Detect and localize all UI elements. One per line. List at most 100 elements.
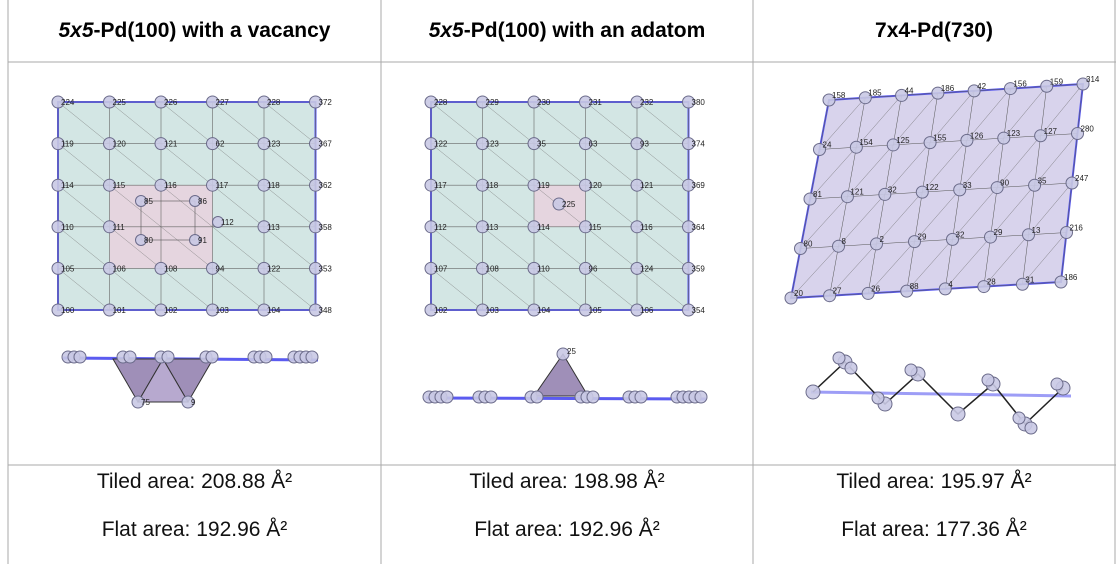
atom: [527, 178, 541, 192]
diagonal-line: [482, 268, 535, 311]
atom-label: 25: [567, 347, 576, 356]
footer-col-2: Tiled area: 198.98 Å² Flat area: 192.96 …: [381, 465, 753, 564]
atom-label: 224: [61, 98, 75, 107]
diagonal-line: [263, 268, 316, 311]
atom-label: 155: [933, 134, 947, 143]
atom-label: 96: [589, 264, 598, 273]
diagonal-line: [212, 185, 265, 227]
atom: [1050, 377, 1064, 391]
atom-label: 126: [970, 131, 984, 140]
atom-label: 113: [267, 223, 280, 232]
atom-label: 29: [994, 228, 1003, 237]
atom-label: 13: [1032, 226, 1041, 235]
atom: [131, 395, 145, 409]
atom-label: 154: [859, 138, 873, 147]
atom: [823, 289, 837, 303]
atom: [878, 187, 892, 201]
diagonal-line: [109, 101, 162, 144]
diagonal-line: [585, 101, 638, 144]
vacancy-ring: [140, 200, 196, 241]
diagonal-line: [838, 194, 886, 247]
side-slab: [425, 396, 707, 401]
atom-label: 102: [164, 306, 178, 315]
atom: [440, 390, 454, 404]
atom: [424, 303, 438, 317]
diagonal-line: [809, 147, 857, 200]
atom: [579, 95, 592, 109]
atom: [900, 284, 914, 298]
diagonal-line: [57, 268, 110, 311]
atom: [682, 261, 695, 275]
header-col-3: 7x4-Pd(730): [753, 0, 1115, 62]
atom-label: 115: [589, 223, 602, 232]
atom: [103, 261, 116, 275]
diagonal-line: [430, 226, 483, 269]
diagonal-line: [893, 93, 939, 146]
flat-area-text: Flat area: 192.96 Å²: [474, 518, 660, 541]
atom: [206, 178, 219, 192]
atom: [51, 261, 65, 275]
atom-label: 24: [823, 141, 832, 150]
flat-area-text: Flat area: 192.96 Å²: [101, 518, 288, 541]
atom: [861, 286, 875, 300]
atom-label: 31: [1025, 275, 1034, 284]
atom: [1022, 228, 1035, 242]
adatom-triangle: [533, 353, 589, 397]
atom-label: 28: [987, 278, 996, 287]
atom: [309, 261, 322, 275]
atom-label: 110: [537, 264, 550, 273]
diagonal-line: [636, 101, 689, 144]
diagonal-line: [945, 236, 991, 289]
atom: [309, 95, 322, 109]
atom: [206, 303, 219, 317]
atom: [886, 138, 900, 152]
diagonal-line: [1022, 232, 1067, 285]
diagonal-line: [430, 185, 483, 227]
atom: [682, 178, 695, 192]
atom-label: 108: [486, 264, 500, 273]
atom: [123, 350, 137, 364]
diagonal-line: [914, 189, 960, 242]
atom: [309, 220, 322, 234]
atom: [908, 235, 921, 249]
atom: [634, 390, 648, 404]
atom: [1065, 176, 1079, 190]
atom-label: 108: [164, 264, 178, 273]
diagonal-line: [966, 88, 1011, 141]
diagonal-line: [430, 143, 483, 186]
atom: [870, 237, 883, 251]
diagonal-line: [533, 101, 586, 144]
diagonal-line: [212, 268, 265, 311]
atom: [484, 390, 498, 404]
atom-label: 158: [832, 91, 846, 100]
atom-label: 247: [1075, 174, 1089, 183]
atom-label: 4: [948, 280, 953, 289]
atom-label: 118: [486, 181, 499, 190]
atom-label: 114: [61, 181, 74, 190]
atom-label: 107: [434, 264, 448, 273]
atom: [103, 220, 116, 234]
atom: [984, 230, 997, 244]
atom: [305, 350, 319, 364]
atom: [1034, 129, 1048, 143]
diagonal-line: [829, 243, 877, 296]
diagonal-line: [482, 226, 535, 269]
diagonal-line: [819, 97, 866, 150]
atom-label: 232: [640, 98, 654, 107]
diagonal-line: [482, 185, 535, 227]
atom: [259, 350, 273, 364]
atom: [630, 261, 644, 275]
atom: [586, 390, 600, 404]
atom: [822, 93, 836, 107]
diagonal-line: [585, 268, 638, 311]
atom-label: 26: [871, 284, 880, 293]
atom-label: 81: [813, 190, 822, 199]
atom: [154, 303, 168, 317]
diagonal-line: [867, 241, 915, 294]
atom-label: 280: [1081, 125, 1095, 134]
header-col-1-italic: 5x5: [58, 19, 94, 42]
atom: [694, 390, 708, 404]
atom-label: 124: [640, 264, 654, 273]
atom: [103, 303, 116, 317]
atom-label: 230: [537, 98, 551, 107]
